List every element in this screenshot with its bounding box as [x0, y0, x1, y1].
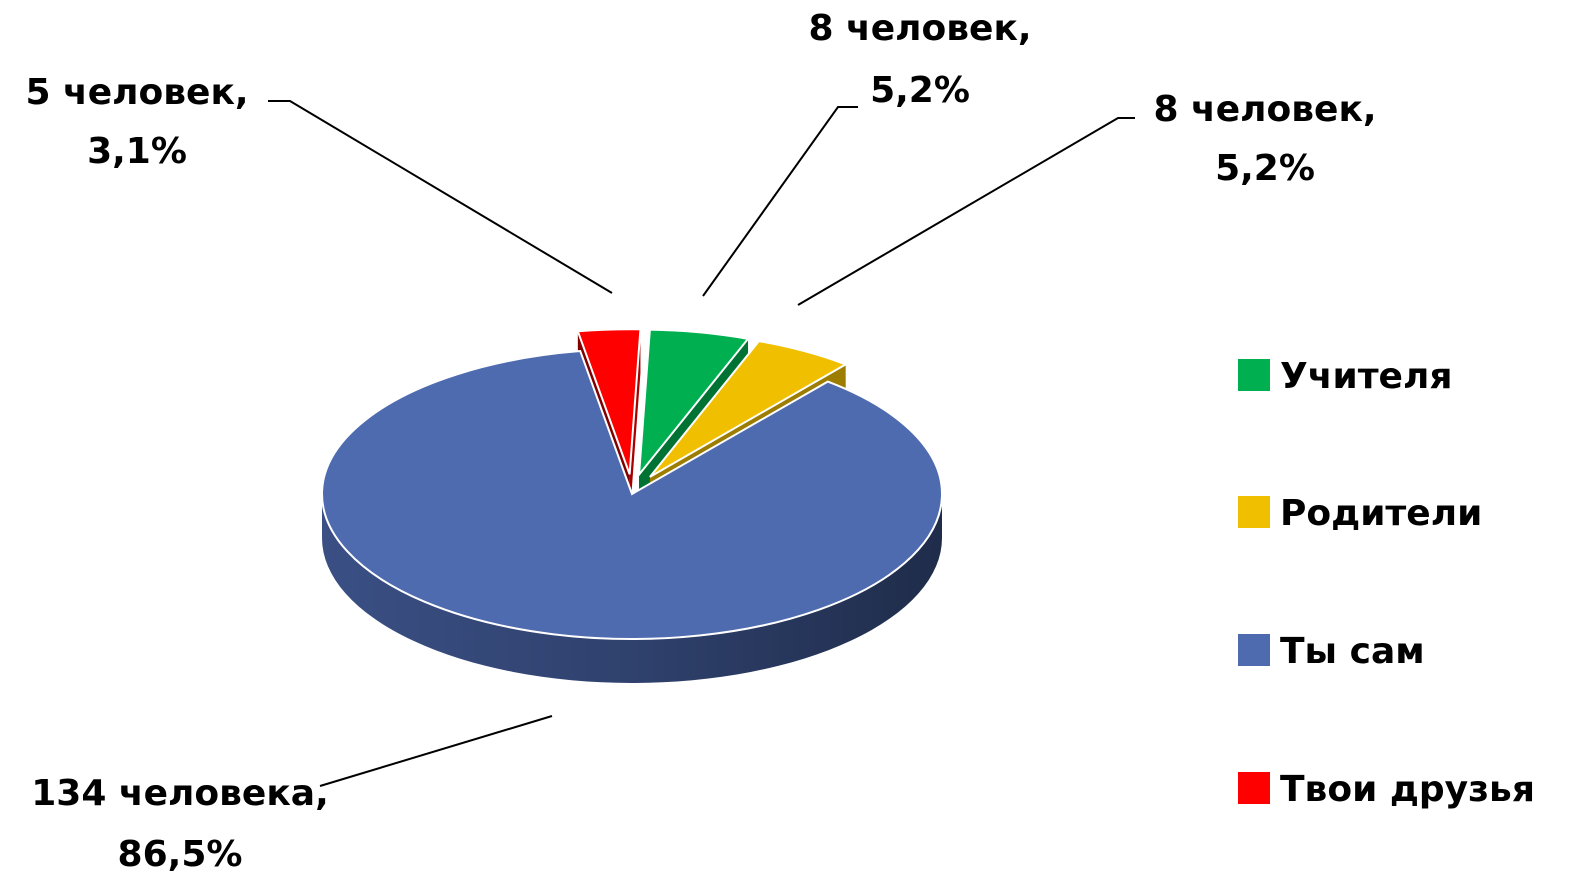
pie-slice-self: [321, 349, 943, 640]
data-label-self-percent: 86,5%: [118, 834, 243, 875]
data-label-parents-count: 8 человек,: [1153, 89, 1376, 130]
legend-swatch-parents: [1238, 496, 1270, 528]
leader-line-teachers: [702, 106, 858, 297]
legend: Учителя Родители Ты сам Твои друзья: [1238, 356, 1535, 810]
data-label-teachers-percent: 5,2%: [870, 70, 970, 111]
legend-label-parents: Родители: [1280, 493, 1482, 534]
data-label-parents-percent: 5,2%: [1215, 148, 1315, 189]
pie-slice-side-self: [322, 494, 942, 683]
legend-label-friends: Твои друзья: [1280, 769, 1535, 810]
legend-swatch-self: [1238, 634, 1270, 666]
data-label-friends-count: 5 человек,: [25, 72, 248, 113]
leader-line-parents: [797, 117, 1135, 306]
leader-line-friends: [268, 100, 613, 294]
pie-slice-friends: [576, 328, 642, 475]
leader-line-self: [319, 715, 553, 787]
legend-swatch-friends: [1238, 772, 1270, 804]
pie-slice-parents: [649, 339, 849, 478]
legend-swatch-teachers: [1238, 359, 1270, 391]
data-label-friends-percent: 3,1%: [87, 131, 187, 172]
legend-label-self: Ты сам: [1280, 631, 1425, 672]
pie-top-layer: [321, 328, 943, 640]
data-label-self-count: 134 человека,: [31, 773, 329, 814]
legend-label-teachers: Учителя: [1280, 356, 1452, 397]
data-label-teachers-count: 8 человек,: [808, 8, 1031, 49]
pie-slice-teachers: [637, 328, 750, 478]
